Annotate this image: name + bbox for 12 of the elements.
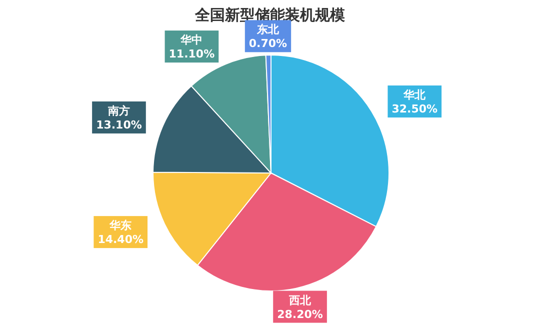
data-label: 11.10% — [168, 48, 215, 61]
slice-label: 华中 — [180, 34, 203, 47]
data-label: 32.50% — [392, 102, 438, 116]
slice-label: 华北 — [402, 88, 427, 102]
slice-label: 东北 — [256, 23, 280, 36]
slice-label: 西北 — [288, 294, 312, 307]
slice-label: 南方 — [106, 104, 130, 118]
data-label: 28.20% — [277, 308, 323, 321]
data-label: 13.10% — [96, 118, 142, 132]
slice-label: 华东 — [108, 219, 132, 232]
data-label: 14.40% — [98, 233, 144, 246]
data-label: 0.70% — [248, 37, 288, 50]
